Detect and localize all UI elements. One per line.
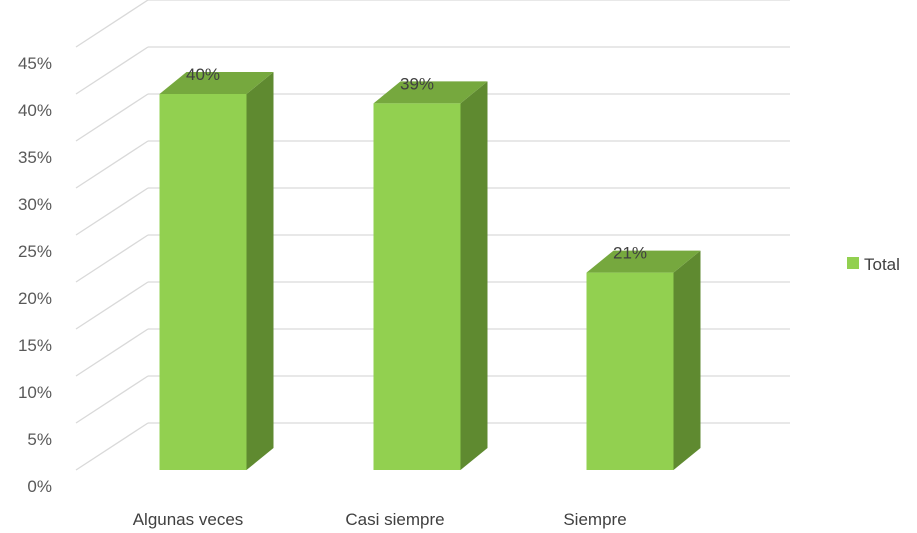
bar-side [460, 81, 488, 471]
y-tick-label: 40% [18, 101, 52, 120]
bar-top [159, 72, 274, 94]
bar-side [673, 250, 701, 470]
legend: Total [847, 255, 900, 274]
y-tick-label: 10% [18, 383, 52, 402]
bar [373, 103, 461, 471]
data-label: 40% [186, 65, 220, 84]
y-tick-label: 45% [18, 54, 52, 73]
y-tick-label: 5% [27, 430, 52, 449]
x-category-label: Siempre [563, 510, 626, 529]
y-tick-label: 20% [18, 289, 52, 308]
y-tick-label: 0% [27, 477, 52, 496]
y-tick-label: 35% [18, 148, 52, 167]
data-label: 21% [613, 244, 647, 263]
gridline-diagonal [75, 328, 149, 377]
gridline-diagonal [75, 422, 149, 471]
bar [159, 94, 247, 470]
x-category-label: Casi siempre [345, 510, 444, 529]
bar-top [586, 250, 701, 273]
legend-swatch-total [847, 257, 859, 269]
gridline-diagonal [75, 0, 149, 48]
bars: 40% 39% 21% [159, 65, 701, 471]
x-category-label: Algunas veces [133, 510, 244, 529]
y-tick-label: 15% [18, 336, 52, 355]
bar-top [373, 81, 488, 104]
gridline-diagonal [75, 93, 149, 142]
gridline-diagonal [75, 46, 149, 95]
y-axis: 0% 5% 10% 15% 20% 25% 30% 35% 40% 45% [18, 54, 52, 496]
y-tick-label: 25% [18, 242, 52, 261]
gridline-diagonal [75, 281, 149, 330]
y-tick-label: 30% [18, 195, 52, 214]
bar [586, 272, 674, 470]
gridline-diagonal [75, 375, 149, 424]
x-axis: Algunas veces Casi siempre Siempre [133, 510, 627, 529]
data-label: 39% [400, 74, 434, 93]
gridline-diagonal [75, 187, 149, 236]
legend-label-total: Total [864, 255, 900, 274]
bar-side [246, 72, 274, 470]
gridline-diagonal [75, 140, 149, 189]
gridline-diagonal [75, 234, 149, 283]
